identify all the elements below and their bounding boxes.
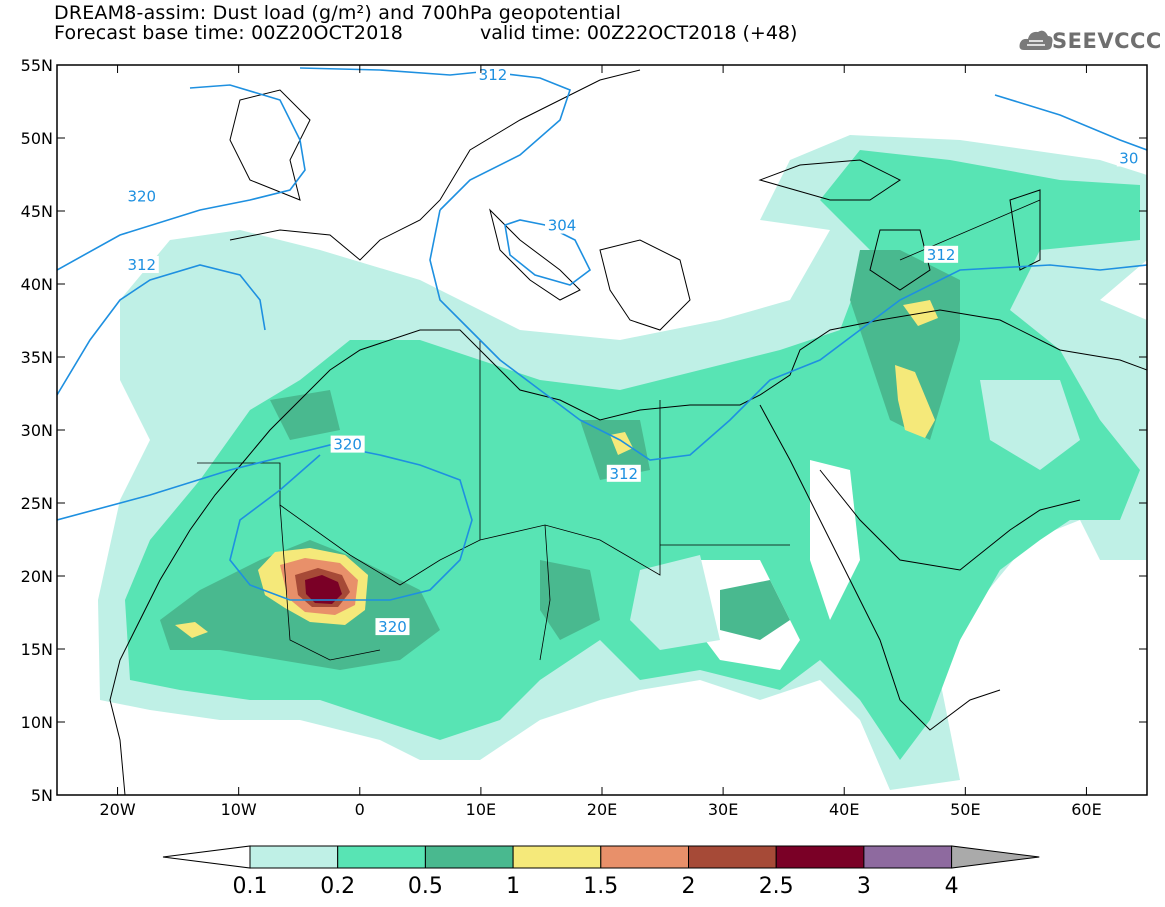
dust-level-1b xyxy=(175,622,208,638)
colorbar-label: 1.5 xyxy=(583,874,618,899)
lat-label: 50N xyxy=(21,129,53,148)
colorbar-label: 1 xyxy=(506,874,520,899)
dust-level-0.5f xyxy=(270,390,340,440)
lon-label: 0 xyxy=(355,800,365,819)
longitude-labels: 20W 10W 0 10E 20E 30E 40E 50E 60E xyxy=(99,800,1101,819)
colorbar-label: 0.2 xyxy=(320,874,355,899)
colorbar-box xyxy=(424,845,514,869)
axis-ticks xyxy=(57,64,1147,796)
country-borders xyxy=(197,199,1041,661)
colorbar-low-triangle xyxy=(162,845,251,869)
colorbar-label: 0.5 xyxy=(408,874,443,899)
geopotential-contours xyxy=(57,67,1147,601)
dust-level-2.5 xyxy=(305,575,342,604)
lat-label: 15N xyxy=(21,640,53,659)
lat-label: 55N xyxy=(21,56,53,75)
contour-label-bg xyxy=(124,256,159,274)
colorbar-box xyxy=(775,845,865,869)
lon-label: 20E xyxy=(587,800,617,819)
contour-label-bg xyxy=(375,618,410,636)
contour-label: 320 xyxy=(127,187,156,205)
colorbar-box xyxy=(600,845,689,869)
contour-label-bg xyxy=(1116,149,1141,167)
colorbar-label: 4 xyxy=(945,874,959,899)
contour-label: 320 xyxy=(378,618,407,636)
contour-label: 30 xyxy=(1119,149,1138,167)
contour-label-bg xyxy=(124,187,159,205)
colorbar-label: 3 xyxy=(857,874,871,899)
colorbar-labels: 0.1 0.2 0.5 1 1.5 2 2.5 3 4 xyxy=(233,874,959,899)
colorbar-box xyxy=(249,845,339,869)
lon-label: 30E xyxy=(708,800,738,819)
logo-text: SEEVCCC xyxy=(1052,29,1162,53)
lat-label: 20N xyxy=(21,567,53,586)
colorbar-boxes xyxy=(162,845,1040,869)
contour-labels: 320 312 320 320 312 312 304 312 30 xyxy=(124,66,1141,636)
contour-label-bg xyxy=(924,245,959,263)
dust-field xyxy=(98,135,1147,790)
lat-label: 40N xyxy=(21,275,53,294)
colorbar-label: 2.5 xyxy=(759,874,794,899)
colorbar-box xyxy=(512,845,602,869)
colorbar-box xyxy=(688,845,777,869)
colorbar-high-triangle xyxy=(951,845,1040,869)
contour-label: 312 xyxy=(927,246,956,264)
lon-label: 50E xyxy=(950,800,980,819)
coastlines xyxy=(109,69,1147,795)
lat-label: 10N xyxy=(21,713,53,732)
dust-gap-2 xyxy=(810,460,860,620)
contour-label: 304 xyxy=(548,217,577,235)
lat-label: 35N xyxy=(21,348,53,367)
lon-label: 60E xyxy=(1071,800,1101,819)
lat-label: 30N xyxy=(21,421,53,440)
latitude-labels: 55N 50N 45N 40N 35N 30N 25N 20N 15N 10N 5N xyxy=(21,56,53,805)
cloud-logo-icon xyxy=(1019,30,1053,50)
title-line-2: Forecast base time: 00Z20OCT2018 xyxy=(54,22,404,44)
dust-level-0.5b xyxy=(540,560,600,640)
lon-label: 10W xyxy=(221,800,257,819)
contour-label-bg xyxy=(545,216,580,234)
lat-label: 45N xyxy=(21,202,53,221)
dust-level-1d xyxy=(895,365,935,438)
contour-label-bg xyxy=(476,66,510,84)
colorbar-box xyxy=(863,845,953,869)
contour-label-bg xyxy=(330,435,365,453)
lon-label: 10E xyxy=(466,800,496,819)
valid-time: valid time: 00Z22OCT2018 (+48) xyxy=(480,22,798,44)
lat-label: 25N xyxy=(21,494,53,513)
dust-level-0.5d xyxy=(850,250,960,440)
lon-label: 20W xyxy=(99,800,135,819)
title-line-1: DREAM8-assim: Dust load (g/m²) and 700hP… xyxy=(54,2,622,24)
colorbar-box xyxy=(337,845,426,869)
colorbar-label: 0.1 xyxy=(233,874,268,899)
contour-label: 312 xyxy=(609,465,638,483)
dust-level-0.5c xyxy=(720,580,790,640)
contour-label-bg xyxy=(606,464,641,482)
lat-label: 5N xyxy=(31,786,53,805)
contour-label: 320 xyxy=(333,436,362,454)
contour-label: 312 xyxy=(479,66,508,84)
dust-level-0.1b xyxy=(630,555,720,650)
colorbar-label: 2 xyxy=(682,874,696,899)
dust-level-0.1c xyxy=(980,380,1080,470)
lon-label: 40E xyxy=(829,800,859,819)
contour-label: 312 xyxy=(127,256,156,274)
